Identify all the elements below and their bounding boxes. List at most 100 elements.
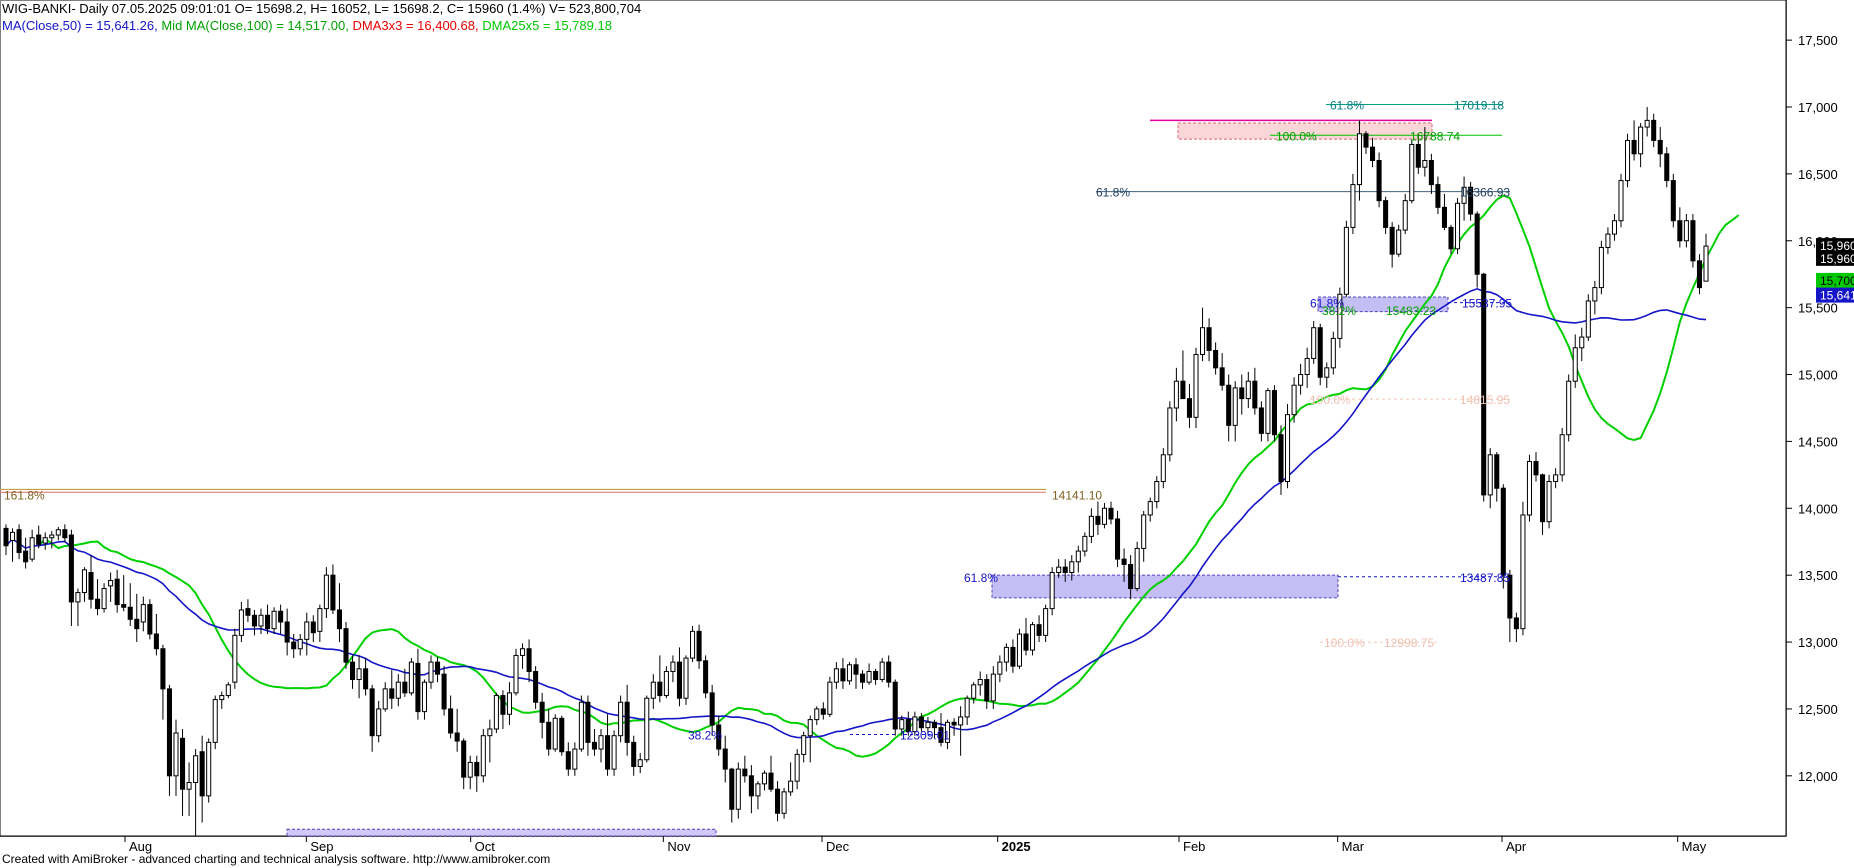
candle [1337, 287, 1343, 348]
candle [1690, 214, 1696, 268]
candle [506, 682, 512, 725]
candle [1428, 153, 1434, 194]
candle-body [140, 604, 146, 623]
candle [68, 529, 74, 626]
zone [991, 574, 1339, 599]
y-tick-label: 15,000 [1798, 368, 1838, 383]
credits-footer: Created with AmiBroker - advanced charti… [2, 852, 551, 866]
legend-ma50: MA(Close,50) = 15,641.26, [2, 18, 158, 33]
candle-body [1389, 226, 1395, 255]
y-tick-label: 12,500 [1798, 702, 1838, 717]
candle-body [676, 661, 682, 699]
candle-body [722, 748, 728, 770]
candle [1409, 140, 1415, 204]
candle [1324, 362, 1330, 388]
candle-body [291, 641, 297, 650]
candle [1481, 272, 1487, 502]
candle [520, 643, 526, 669]
candle-body [454, 732, 460, 742]
candle [95, 579, 101, 616]
candle-body [206, 741, 212, 797]
candle [1677, 207, 1683, 248]
candle [10, 528, 16, 562]
candle-body [690, 630, 696, 659]
candle-body [421, 681, 427, 713]
candle-body [1441, 206, 1447, 228]
candle [1016, 628, 1022, 669]
candle [1167, 401, 1173, 462]
fib-value-label: 15537.95 [1462, 297, 1512, 311]
candle-body [461, 740, 467, 778]
candle-body [1075, 550, 1081, 563]
candle-body [62, 529, 68, 539]
candle [846, 662, 852, 685]
candle-body [1402, 200, 1408, 231]
candle [905, 711, 911, 736]
candle [81, 567, 87, 602]
candle [624, 684, 630, 756]
candle [572, 742, 578, 776]
candle-body [480, 735, 486, 777]
candle-body [1363, 133, 1369, 148]
candle [1507, 569, 1513, 643]
candle-body [1415, 143, 1421, 168]
candle-body [68, 534, 74, 603]
candle-body [310, 621, 316, 634]
candle [1200, 307, 1206, 362]
candle [1540, 473, 1546, 536]
candle [1520, 501, 1526, 636]
candle [1317, 323, 1323, 386]
candle [219, 691, 225, 709]
candle-body [1330, 337, 1336, 369]
candle-body [75, 592, 81, 603]
candle-body [1023, 633, 1029, 651]
candle [402, 668, 408, 697]
candle-body [1343, 226, 1349, 295]
candle [1435, 176, 1441, 215]
candle-body [3, 527, 9, 547]
candle-body [964, 697, 970, 718]
y-tick-label: 13,000 [1798, 635, 1838, 650]
candle-body [1370, 146, 1376, 162]
candle-body [742, 768, 748, 777]
candle-body [1173, 380, 1179, 409]
candle-body [1657, 139, 1663, 155]
candle-body [1553, 474, 1559, 483]
candle [101, 583, 107, 613]
candle [1291, 377, 1297, 423]
candle-body [1115, 518, 1121, 560]
x-tick-label: Mar [1342, 839, 1365, 854]
candle [1683, 214, 1689, 248]
candle-body [1566, 380, 1572, 436]
candle-body [173, 732, 179, 777]
candle [291, 634, 297, 659]
candle-body [912, 716, 918, 733]
x-tick-label: Oct [475, 839, 496, 854]
candle-body [1036, 624, 1042, 636]
candle [454, 708, 460, 752]
candle-body [1585, 300, 1591, 338]
candle-body [578, 701, 584, 750]
candle-body [1134, 547, 1140, 590]
candle [650, 674, 656, 709]
candle [1566, 374, 1572, 442]
candle-body [833, 668, 839, 683]
fib-value-label: 16366.93 [1460, 186, 1510, 200]
candle [1213, 342, 1219, 375]
candle [114, 569, 120, 613]
candle [284, 608, 290, 656]
candle-body [304, 621, 310, 640]
candle-body [1481, 273, 1487, 496]
candle-body [1605, 233, 1611, 248]
x-tick-label: Nov [667, 839, 691, 854]
candle-body [317, 608, 323, 632]
candle-body [526, 648, 532, 672]
candle [1533, 452, 1539, 482]
candle [317, 604, 323, 643]
candle [899, 715, 905, 736]
candle-body [1245, 380, 1251, 400]
candle-body [258, 614, 264, 627]
candle-body [860, 673, 866, 683]
candle-body [1311, 327, 1317, 359]
